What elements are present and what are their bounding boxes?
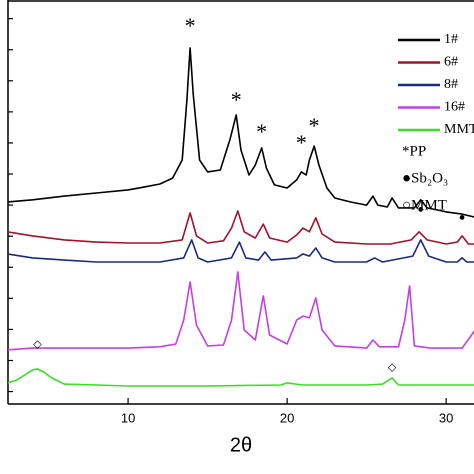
annotation: * <box>231 87 242 112</box>
series-line <box>8 239 474 263</box>
annotation: ◇ <box>33 338 42 350</box>
annotation: * <box>309 113 320 138</box>
series-line <box>8 271 474 351</box>
legend-note: *PP <box>402 143 426 159</box>
legend-label: 16# <box>444 100 465 115</box>
annotation: ● <box>417 204 424 216</box>
legend-label: MMT <box>444 122 474 137</box>
series-line <box>8 210 474 245</box>
legend-label: 8# <box>444 77 458 92</box>
x-axis-label: 2θ <box>230 434 252 456</box>
x-tick-label: 10 <box>121 410 135 425</box>
annotation: ● <box>459 212 466 224</box>
annotation: * <box>296 130 307 155</box>
legend-note: ○MMT <box>402 197 447 213</box>
x-tick-label: 20 <box>280 410 294 425</box>
series-line <box>8 47 474 218</box>
annotation: * <box>185 13 196 38</box>
annotation: ◇ <box>388 361 397 373</box>
annotation: * <box>256 119 267 144</box>
legend-label: 1# <box>444 32 458 47</box>
legend-label: 6# <box>444 55 458 70</box>
series-line <box>8 368 474 387</box>
x-tick-label: 30 <box>439 410 453 425</box>
legend-note: ●Sb₂O₃ <box>402 170 448 186</box>
plot-area <box>8 47 474 387</box>
